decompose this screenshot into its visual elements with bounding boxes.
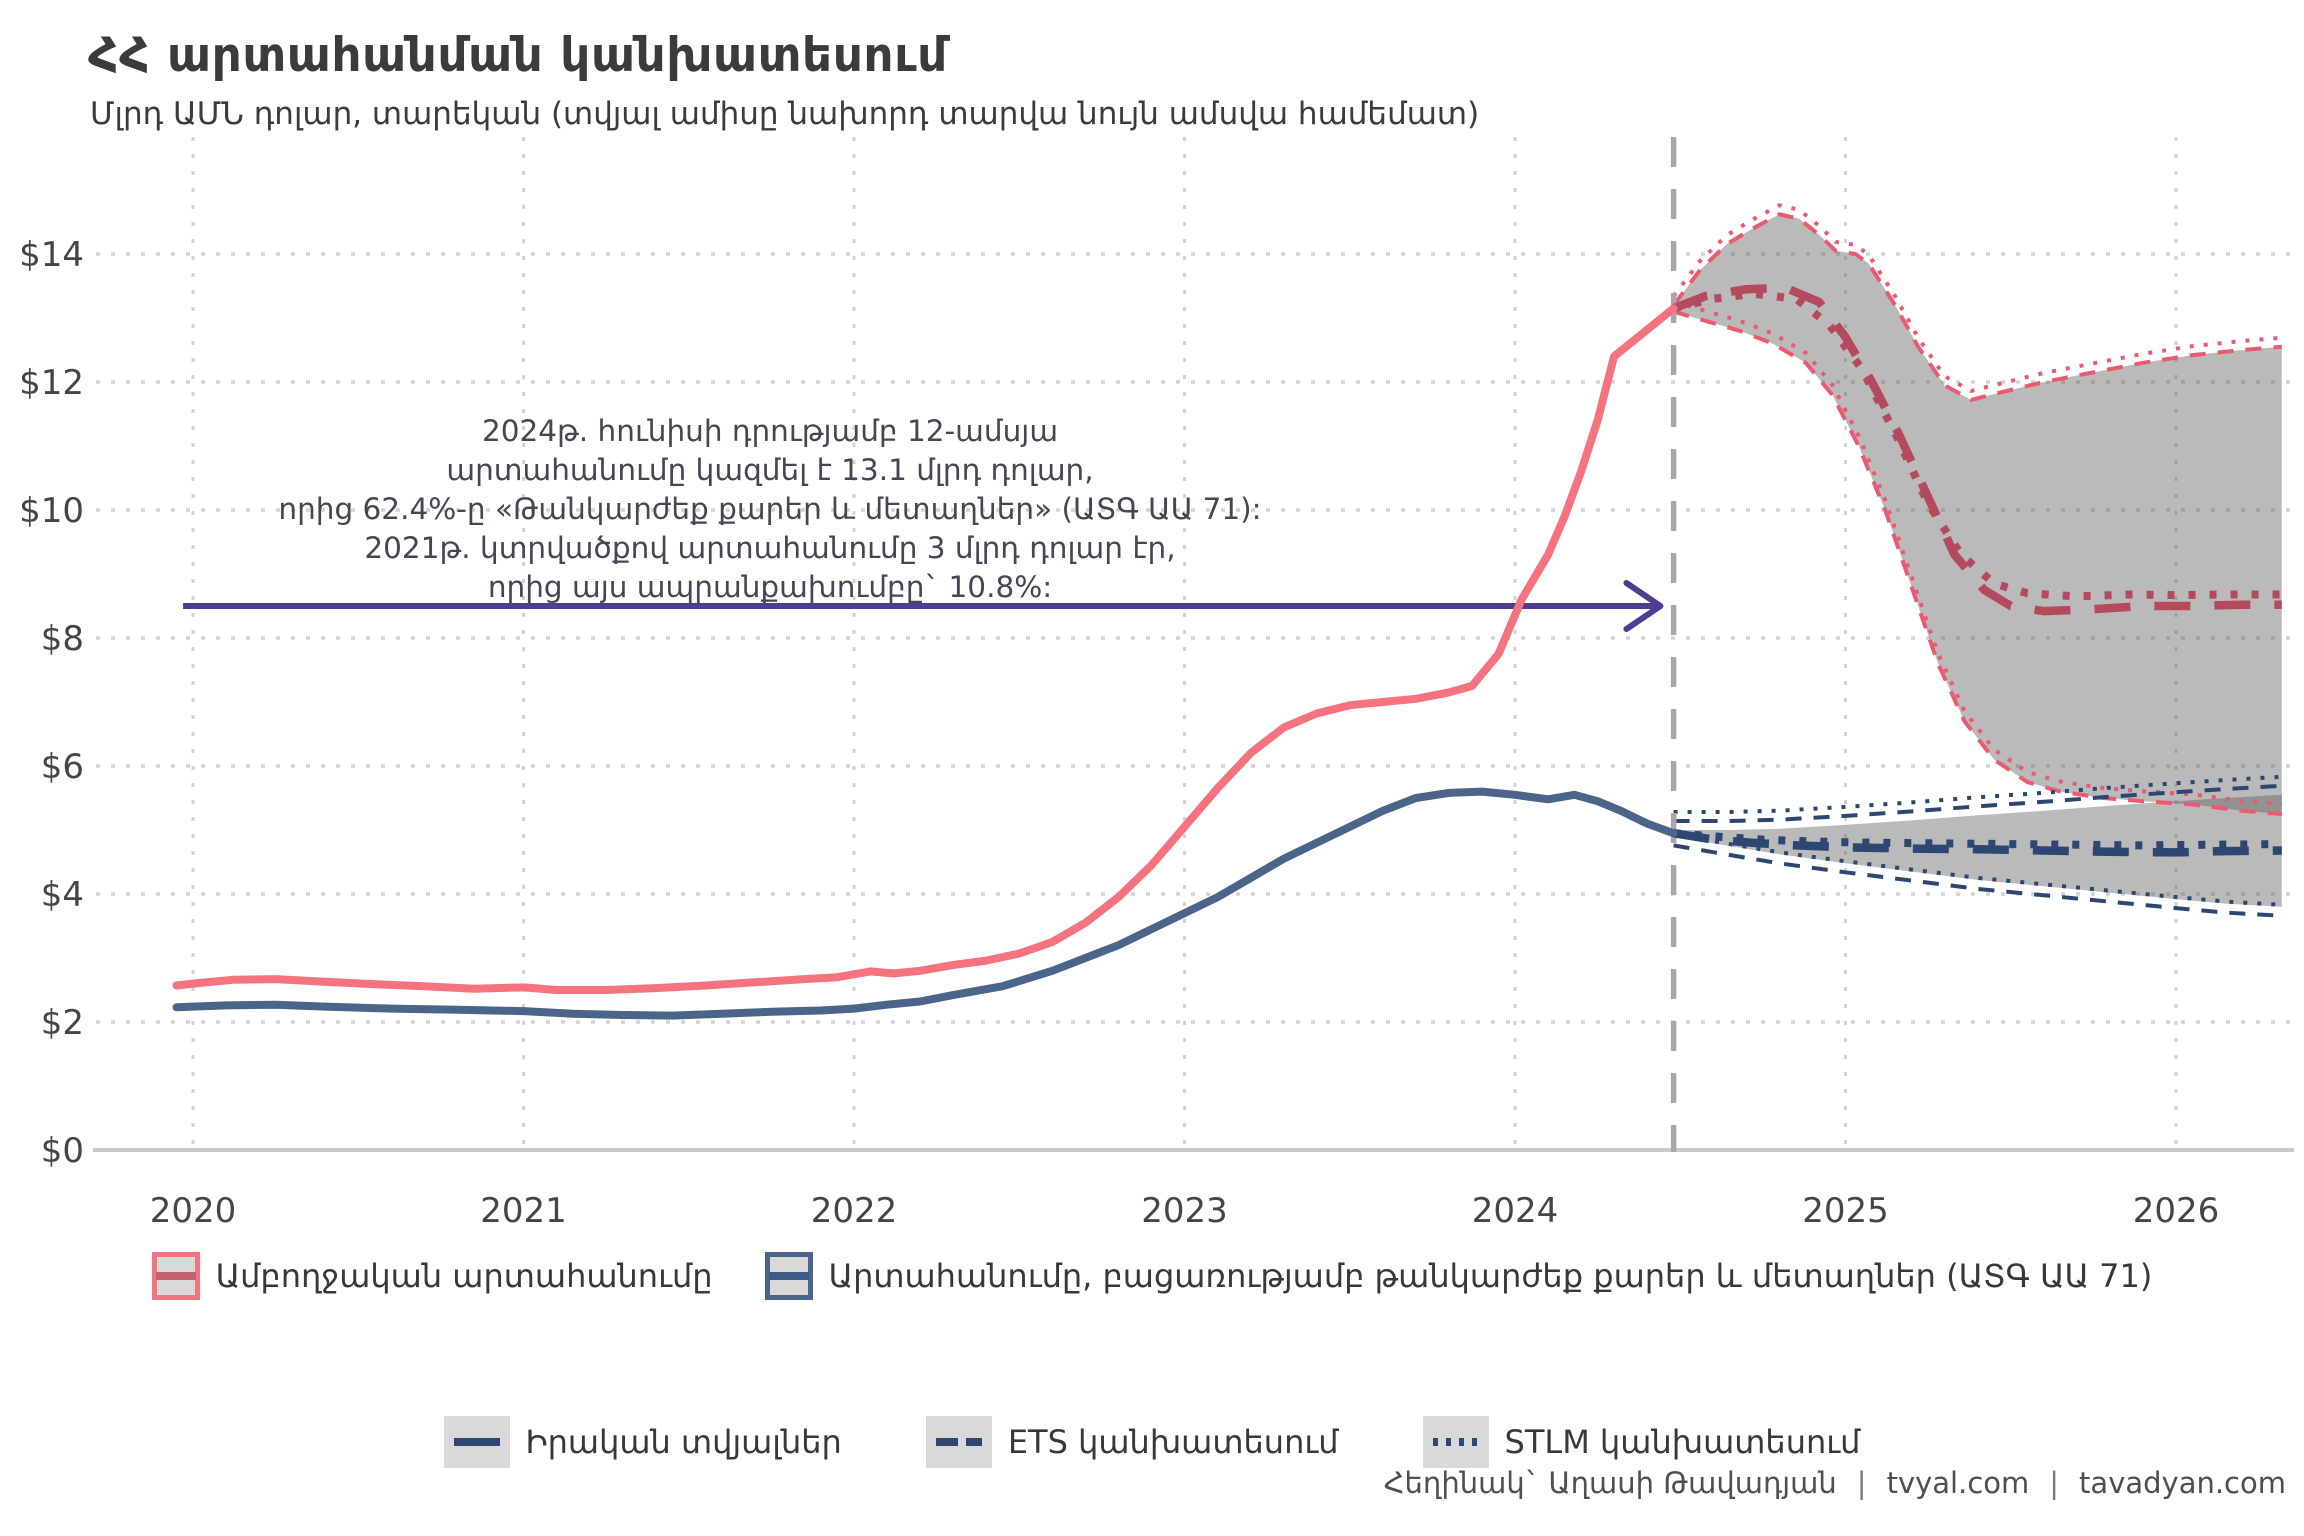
total-exports-key-swatch — [151, 1252, 200, 1300]
footer-separator: | — [1856, 1466, 1867, 1500]
x-tick-label: 2022 — [811, 1191, 898, 1231]
trend-arrow-head — [1623, 580, 1664, 632]
legend-main: Ամբողջական արտահանումը Արտահանումը, բացա… — [0, 1252, 2304, 1300]
y-tick-label: $0 — [41, 1131, 84, 1171]
x-tick-label: 2023 — [1141, 1191, 1228, 1231]
x-tick-label: 2025 — [1802, 1191, 1889, 1231]
y-tick-label: $12 — [19, 363, 84, 403]
band-edge — [1672, 203, 2282, 394]
legend-label: Իրական տվյալներ — [525, 1423, 842, 1461]
annotation-line: 2024թ. հունիսի դրությամբ 12-ամսյա — [481, 414, 1059, 448]
annotation-note: 2024թ. հունիսի դրությամբ 12-ամսյա արտահա… — [278, 412, 1261, 607]
series-excl_ets_forecast — [1672, 829, 2282, 857]
annotation-line: 2021թ. կտրվածքով արտահանումը 3 մլրդ դոլա… — [364, 531, 1176, 565]
x-tick-label: 2021 — [480, 1191, 567, 1231]
ets-line-key-swatch — [925, 1416, 992, 1468]
excl-gems-key-swatch — [764, 1252, 813, 1300]
footer-separator: | — [2049, 1466, 2060, 1500]
annotation-line: որից այս ապրանքախումբը` 10.8%: — [487, 570, 1053, 604]
y-tick-label: $4 — [41, 875, 84, 915]
series-total_exports_actual — [172, 304, 1678, 994]
legend-actual-data: Իրական տվյալներ — [443, 1416, 842, 1468]
x-tick-label: 2026 — [2133, 1191, 2220, 1231]
footer-author: Հեղինակ` Աղասի Թավադյան — [1383, 1466, 1837, 1500]
total_forecast_interval-band — [1673, 214, 2282, 815]
actual-line-key-swatch — [443, 1416, 510, 1468]
band-edge — [1673, 309, 2282, 816]
legend-stlm-forecast: STLM կանխատեսում — [1422, 1416, 1861, 1468]
annotation-line: որից 62.4%-ը «Թանկարժեք քարեր և մետաղներ… — [278, 492, 1262, 526]
legend-total-exports: Ամբողջական արտահանումը — [151, 1252, 713, 1300]
page-title: ՀՀ արտահանման կանխատեսում — [88, 28, 948, 83]
footer-link-tavadyan[interactable]: tavadyan.com — [2079, 1466, 2286, 1500]
annotation-line: արտահանումը կազմել է 13.1 մլրդ դոլար, — [446, 453, 1094, 487]
y-tick-label: $10 — [19, 491, 84, 531]
legend-label: ETS կանխատեսում — [1007, 1423, 1339, 1461]
y-tick-label: $6 — [41, 747, 84, 787]
legend-label: STLM կանխատեսում — [1504, 1423, 1861, 1461]
legend-label: Ամբողջական արտահանումը — [215, 1257, 713, 1295]
x-tick-label: 2024 — [1472, 1191, 1559, 1231]
series-total_stlm_forecast — [1672, 289, 2282, 601]
stlm-line-key-swatch — [1422, 1416, 1489, 1468]
legend-ets-forecast: ETS կանխատեսում — [925, 1416, 1339, 1468]
legend-forecast: Իրական տվյալներ ETS կանխատեսում STLM կան… — [0, 1416, 2304, 1468]
band-edge — [1672, 212, 2282, 403]
footer-link-tvyal[interactable]: tvyal.com — [1886, 1466, 2030, 1500]
legend-exports-excl-gems: Արտահանումը, բացառությամբ թանկարժեք քարե… — [764, 1252, 2153, 1300]
footer: Հեղինակ` Աղասի Թավադյան | tvyal.com | ta… — [1384, 1466, 2286, 1500]
y-tick-label: $8 — [41, 619, 84, 659]
legend-label: Արտահանումը, բացառությամբ թանկարժեք քարե… — [828, 1257, 2153, 1295]
y-tick-label: $14 — [19, 235, 84, 275]
page-subtitle: Մլրդ ԱՄՆ դոլար, տարեկան (տվյալ ամիսը նախ… — [90, 96, 1480, 132]
band-edge — [1673, 783, 2282, 823]
band-edge — [1673, 774, 2282, 814]
band-edge — [1673, 299, 2282, 806]
band-edge — [1673, 843, 2282, 918]
y-tick-label: $2 — [41, 1003, 84, 1043]
x-tick-label: 2020 — [150, 1191, 237, 1231]
series-excl_gems_actual — [172, 787, 1678, 1020]
